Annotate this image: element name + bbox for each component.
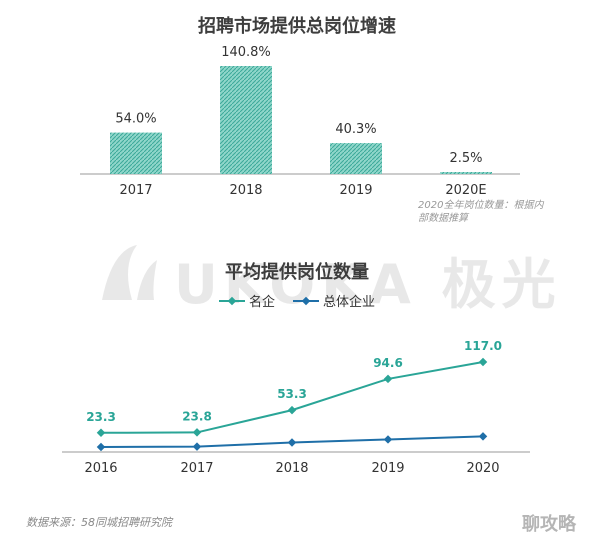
chart-title-avg-positions: 平均提供岗位数量 <box>225 262 369 283</box>
data-point <box>478 432 488 441</box>
data-point <box>192 442 202 451</box>
legend-line-marker-blue <box>293 296 319 305</box>
x-tick-label: 2020E <box>445 183 486 198</box>
data-point <box>478 357 488 367</box>
data-point <box>96 428 106 438</box>
data-point <box>96 442 106 452</box>
data-label: 94.6 <box>373 356 403 370</box>
x-tick-label: 2016 <box>84 461 117 476</box>
bar <box>330 143 382 174</box>
bar <box>110 132 162 174</box>
legend-line-marker-teal <box>218 296 245 305</box>
watermark-text: UKOKA 极光 <box>174 253 562 316</box>
data-point <box>287 405 297 415</box>
data-label: 23.3 <box>86 410 116 424</box>
source-note: 数据来源：58同城招聘研究院 <box>26 516 172 529</box>
data-point <box>383 374 393 384</box>
footnote-2020: 2020全年岗位数量：根据内部数据推算 <box>418 200 544 224</box>
watermark-logo: UKOKA 极光 <box>92 240 556 316</box>
legend-label-overall: 总体企业 <box>323 295 376 310</box>
x-tick-label: 2018 <box>275 461 308 476</box>
data-point <box>287 438 297 447</box>
x-tick-label: 2020 <box>466 461 499 476</box>
data-label: 140.8% <box>221 45 271 60</box>
x-tick-label: 2018 <box>229 183 262 198</box>
data-label: 117.0 <box>464 339 502 353</box>
bar <box>440 172 492 174</box>
bar-chart: 54.0% 2017 140.8% 2018 40.3% 2019 2.5% 2020E <box>80 45 520 198</box>
data-label: 54.0% <box>115 112 156 127</box>
watermark-shape-icon <box>102 245 157 300</box>
legend-item-overall: 总体企业 <box>293 291 375 310</box>
bar <box>220 66 272 174</box>
data-label: 40.3% <box>335 122 376 137</box>
legend-label-famous: 名企 <box>248 295 275 310</box>
data-label: 53.3 <box>277 387 307 401</box>
x-tick-label: 2019 <box>371 461 404 476</box>
line-chart: 23.3 23.8 53.3 94.6 117.0 2016 2017 2018 2019 202… <box>62 339 530 476</box>
data-label: 2.5% <box>449 151 482 166</box>
x-tick-label: 2017 <box>180 461 213 476</box>
data-point <box>192 428 202 437</box>
data-point <box>383 435 393 444</box>
chart-title-growth: 招聘市场提供总岗位增速 <box>198 16 396 37</box>
legend: 名企 总体企业 <box>0 291 594 310</box>
x-tick-label: 2019 <box>339 183 372 198</box>
x-tick-label: 2017 <box>119 183 152 198</box>
data-label: 23.8 <box>182 409 212 423</box>
brand-watermark: 聊攻略 <box>522 514 576 535</box>
legend-item-famous: 名企 <box>218 291 275 310</box>
